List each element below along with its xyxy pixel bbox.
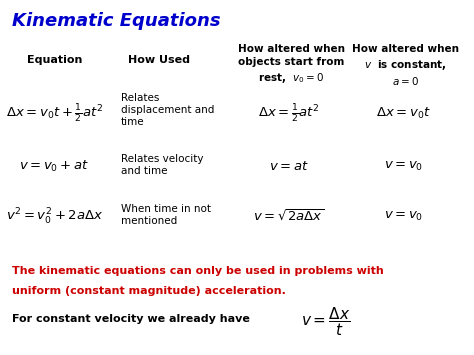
Text: $v=v_{0}$: $v=v_{0}$ — [384, 210, 423, 223]
Text: How altered when
objects start from
rest,  $v_0 = 0$: How altered when objects start from rest… — [238, 44, 345, 85]
Text: $v^{2}=v_{0}^{2}+2a\Delta x$: $v^{2}=v_{0}^{2}+2a\Delta x$ — [6, 207, 103, 226]
Text: Kinematic Equations: Kinematic Equations — [12, 12, 220, 31]
Text: $\Delta x=v_{0}t$: $\Delta x=v_{0}t$ — [376, 106, 431, 121]
Text: uniform (constant magnitude) acceleration.: uniform (constant magnitude) acceleratio… — [12, 286, 286, 296]
Text: Relates velocity
and time: Relates velocity and time — [121, 154, 203, 176]
Text: $\Delta x=\frac{1}{2}at^{2}$: $\Delta x=\frac{1}{2}at^{2}$ — [258, 103, 320, 125]
Text: When time in not
mentioned: When time in not mentioned — [121, 203, 211, 226]
Text: How Used: How Used — [128, 55, 190, 65]
Text: $v=\sqrt{2a\Delta x}$: $v=\sqrt{2a\Delta x}$ — [254, 209, 325, 224]
Text: $v=at$: $v=at$ — [269, 160, 309, 173]
Text: $v = \dfrac{\Delta x}{t}$: $v = \dfrac{\Delta x}{t}$ — [301, 305, 350, 338]
Text: $\Delta x=v_{0}t+\frac{1}{2}at^{2}$: $\Delta x=v_{0}t+\frac{1}{2}at^{2}$ — [6, 103, 103, 125]
Text: How altered when
$v$  is constant,
$a = 0$: How altered when $v$ is constant, $a = 0… — [352, 44, 459, 87]
Text: Relates
displacement and
time: Relates displacement and time — [121, 93, 214, 127]
Text: $v=v_{0}$: $v=v_{0}$ — [384, 160, 423, 173]
Text: $v=v_{0}+at$: $v=v_{0}+at$ — [19, 159, 90, 174]
Text: The kinematic equations can only be used in problems with: The kinematic equations can only be used… — [12, 266, 383, 276]
Text: Equation: Equation — [27, 55, 82, 65]
Text: For constant velocity we already have: For constant velocity we already have — [12, 315, 250, 324]
